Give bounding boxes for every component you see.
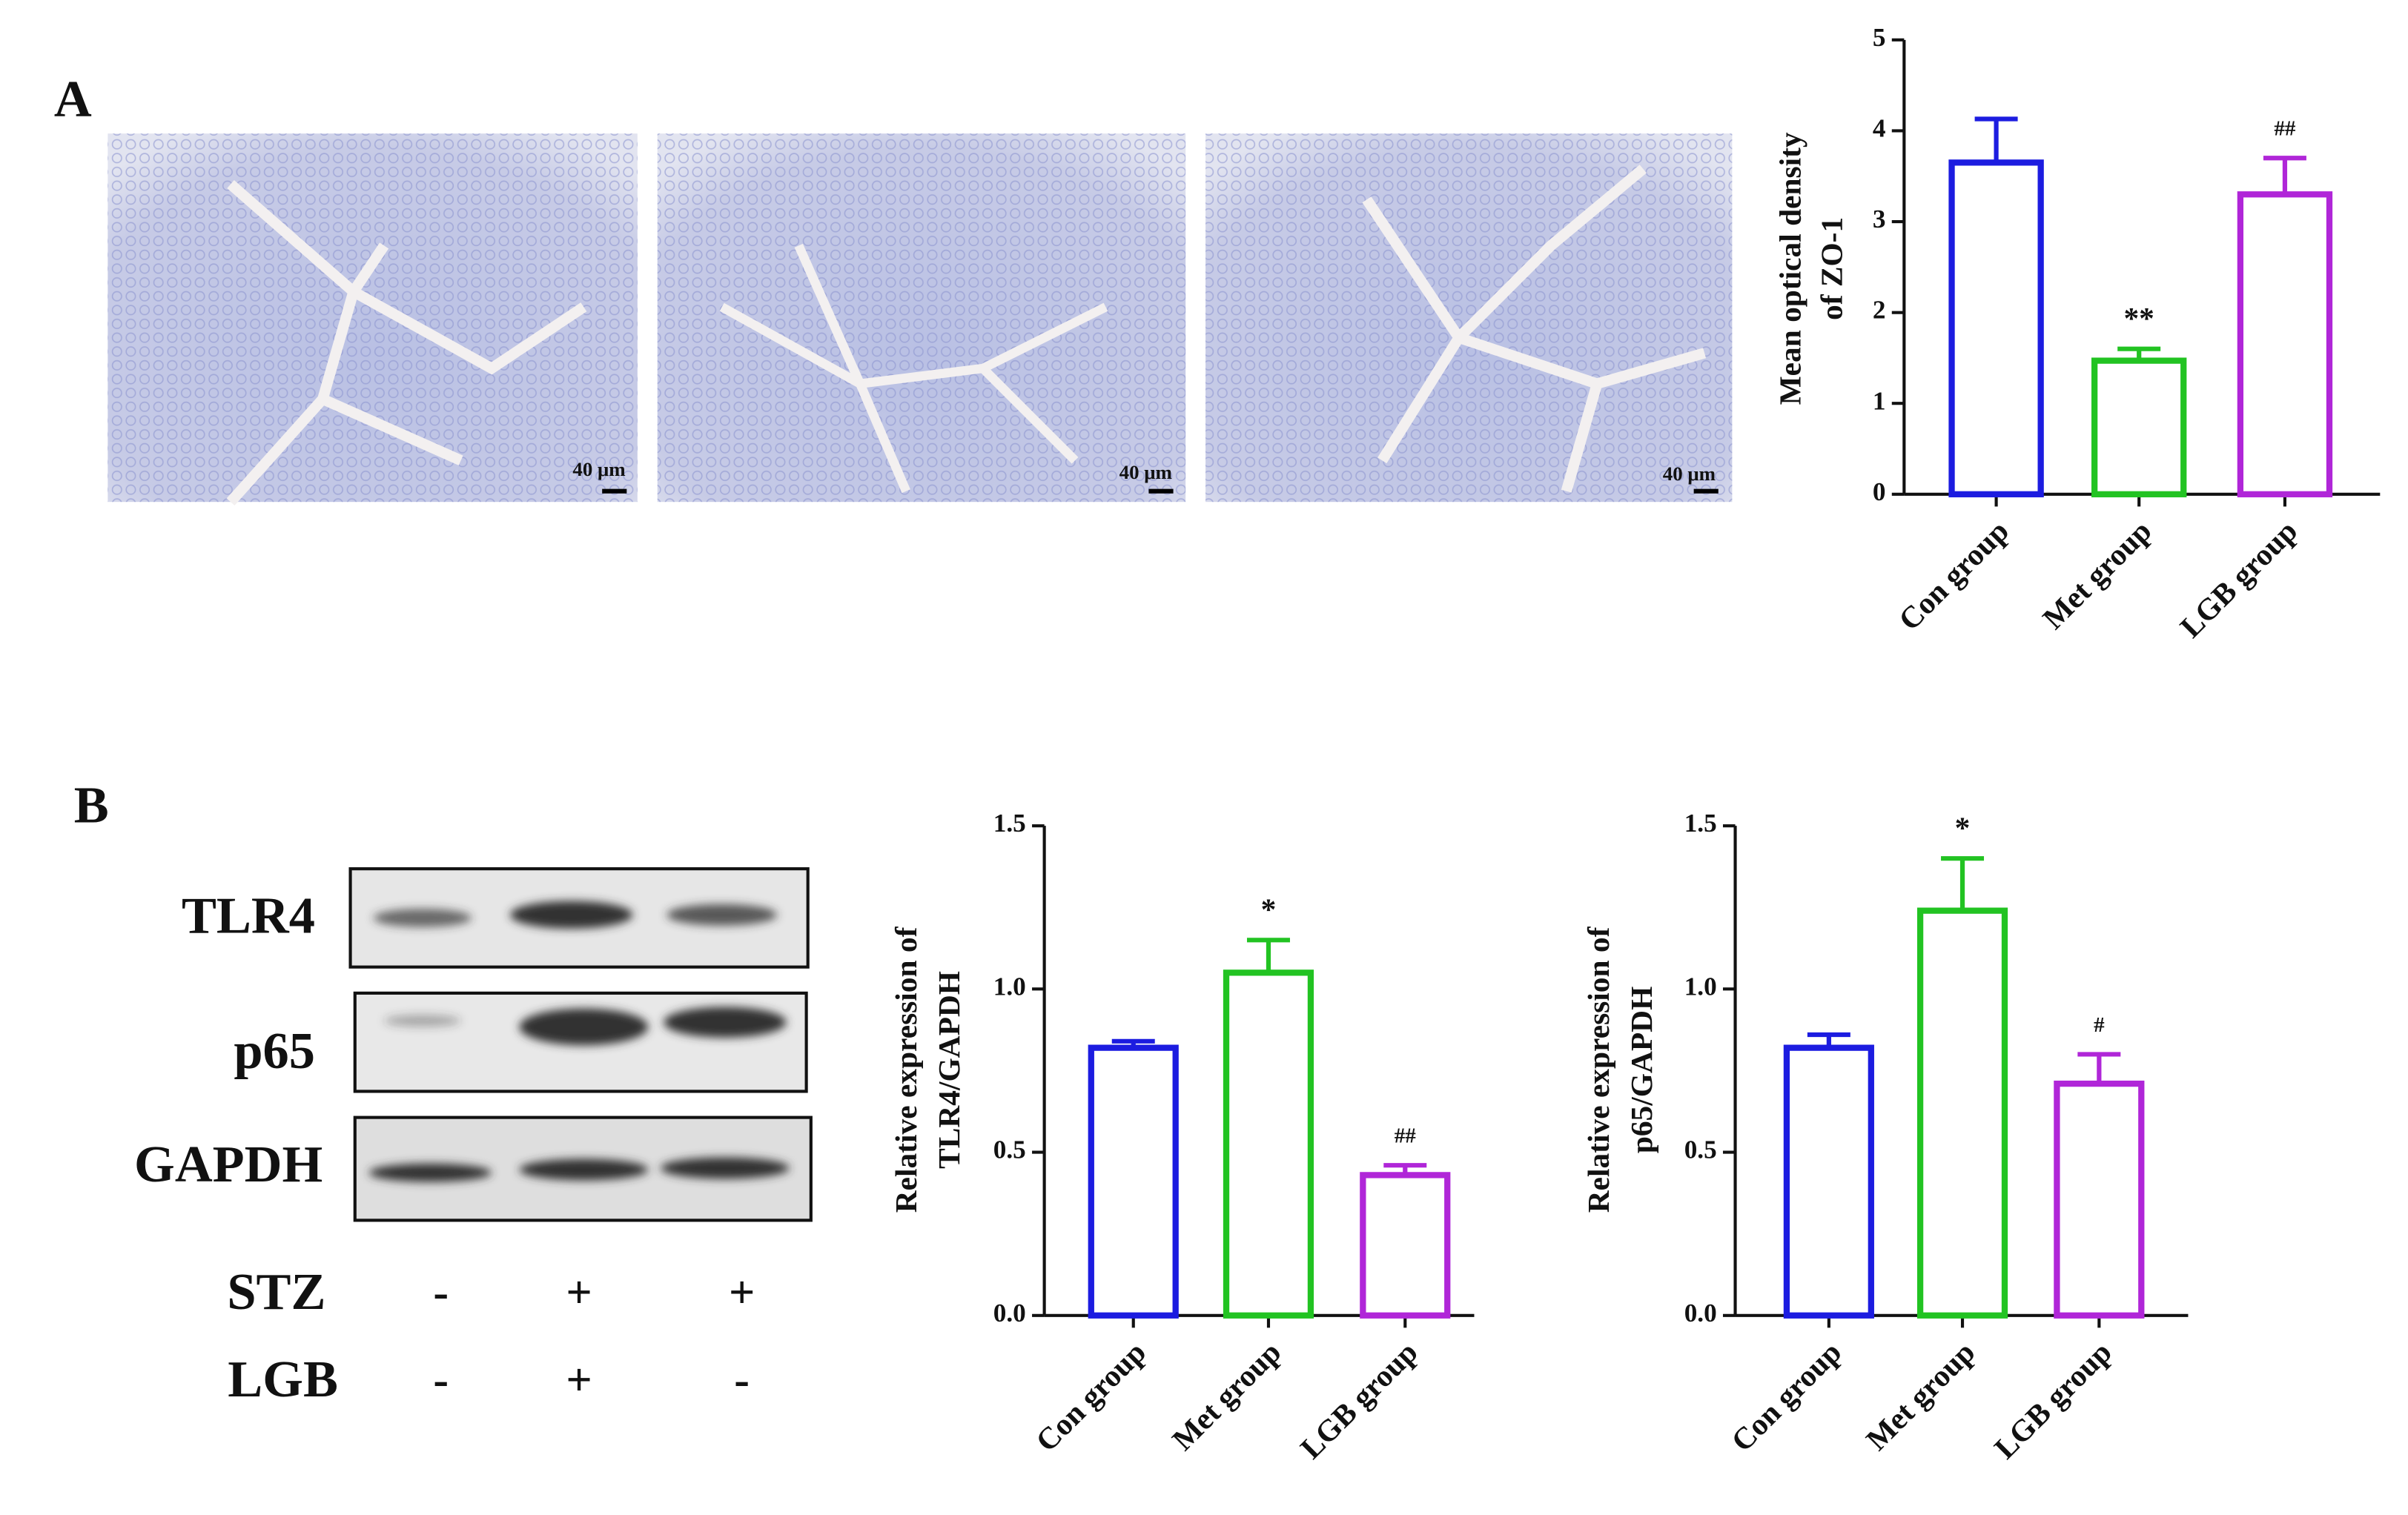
y-axis-label: TLR4/GAPDH [932, 971, 966, 1169]
significance-label: * [1261, 892, 1277, 926]
x-tick-label: Con group [1029, 1335, 1152, 1458]
treatment-sign: - [433, 1267, 449, 1318]
y-tick-label: 2 [1873, 296, 1886, 325]
treatment-sign: + [566, 1267, 592, 1318]
bar [1360, 1172, 1451, 1319]
y-tick-label: 3 [1873, 205, 1886, 233]
treatment-label: STZ [227, 1263, 325, 1321]
x-tick-label: Met group [2036, 514, 2158, 636]
treatment-sign: + [729, 1267, 755, 1318]
y-tick-label: 1.5 [1684, 809, 1717, 838]
y-tick-label: 0.5 [1684, 1136, 1717, 1164]
significance-label: # [2094, 1013, 2105, 1037]
bar [1948, 159, 2044, 497]
y-tick-label: 0.0 [993, 1299, 1026, 1327]
blot-label: GAPDH [134, 1136, 322, 1193]
significance-label: ** [2123, 301, 2154, 335]
significance-label: ## [1395, 1124, 1416, 1148]
x-tick-label: Con group [1724, 1335, 1848, 1458]
panel-label: A [54, 70, 92, 128]
x-tick-label: LGB group [1988, 1335, 2118, 1465]
scale-label: 40 μm [1119, 461, 1172, 483]
y-tick-label: 1 [1873, 386, 1886, 415]
treatment-sign: - [433, 1355, 449, 1405]
bar [1223, 969, 1314, 1319]
y-tick-label: 0.5 [993, 1136, 1026, 1164]
blot-label: TLR4 [182, 887, 315, 945]
bar [2054, 1080, 2145, 1319]
y-axis-label: p65/GAPDH [1624, 987, 1658, 1153]
y-tick-label: 0 [1873, 477, 1886, 506]
scale-label: 40 μm [572, 458, 625, 480]
y-tick-label: 1.5 [993, 809, 1026, 838]
x-tick-label: Met group [1859, 1335, 1982, 1457]
y-tick-label: 5 [1873, 23, 1886, 52]
scale-label: 40 μm [1663, 463, 1716, 485]
y-axis-label: Mean optical density [1773, 132, 1807, 405]
bar [1783, 1044, 1874, 1319]
micrograph [108, 133, 1733, 506]
x-tick-label: LGB group [1294, 1335, 1424, 1465]
y-axis-label: of ZO-1 [1815, 217, 1849, 320]
treatment-sign: - [734, 1355, 750, 1405]
panel-label: B [74, 777, 109, 835]
western-blot [348, 867, 813, 1222]
y-tick-label: 4 [1873, 114, 1886, 143]
bar [2091, 357, 2187, 497]
x-tick-label: Con group [1892, 514, 2015, 637]
treatment-label: LGB [228, 1350, 338, 1408]
y-tick-label: 1.0 [1684, 972, 1717, 1001]
x-tick-label: LGB group [2173, 514, 2303, 644]
y-tick-label: 0.0 [1684, 1299, 1717, 1327]
blot-label: p65 [234, 1022, 315, 1080]
y-tick-label: 1.0 [993, 972, 1026, 1001]
bar [2237, 191, 2333, 497]
x-tick-label: Met group [1165, 1335, 1288, 1457]
significance-label: * [1955, 810, 1971, 844]
y-axis-label: Relative expression of [1581, 926, 1615, 1213]
significance-label: ## [2274, 117, 2295, 141]
bar [1088, 1044, 1179, 1319]
bar [1916, 907, 2008, 1319]
treatment-sign: + [566, 1355, 592, 1405]
y-axis-label: Relative expression of [889, 926, 923, 1213]
